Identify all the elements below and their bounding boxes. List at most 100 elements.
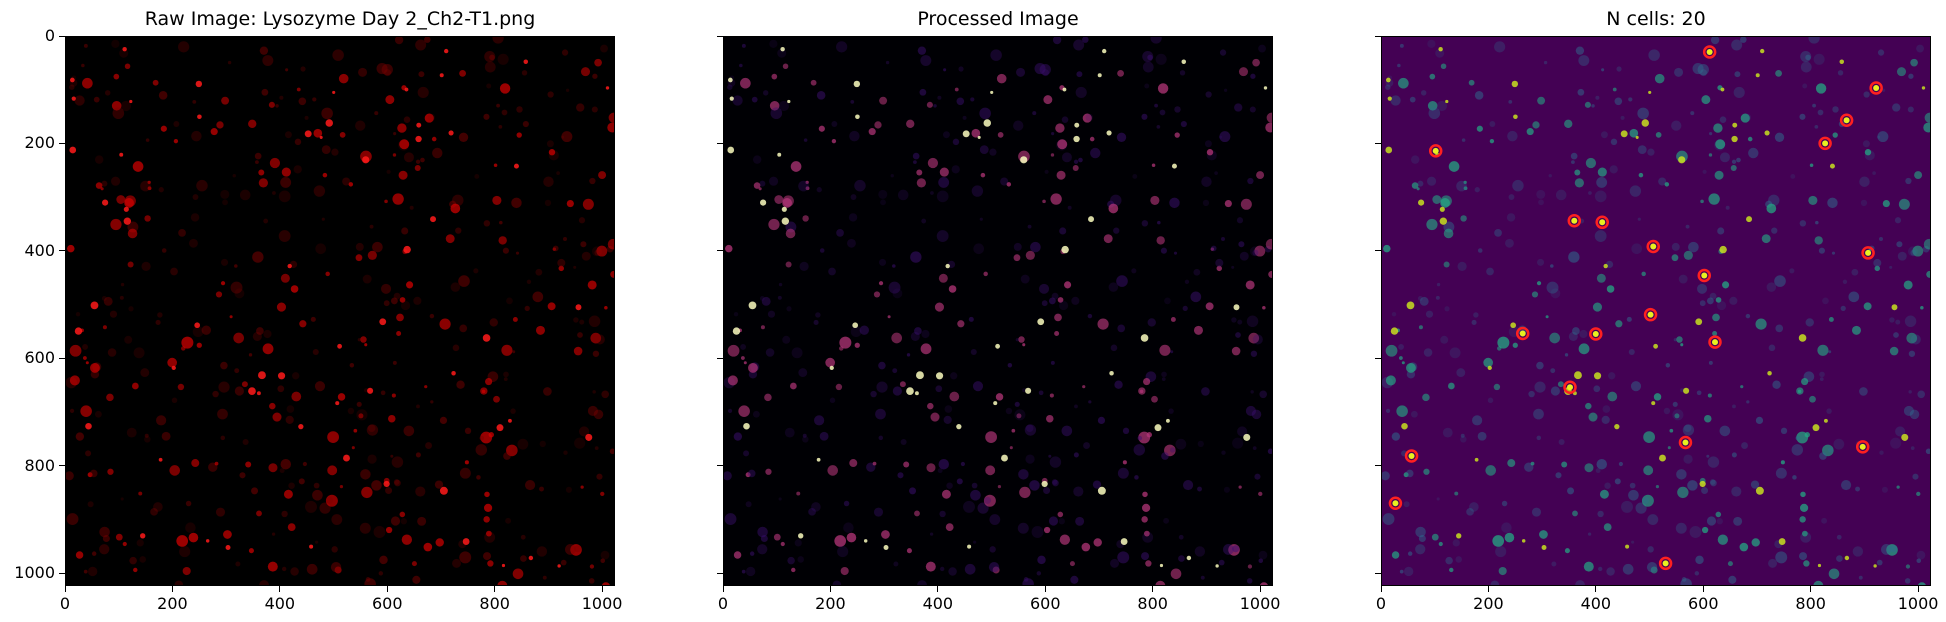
cell-blob: [558, 265, 564, 272]
cell-blob: [1812, 103, 1816, 108]
cell-blob: [239, 189, 251, 201]
cell-blob: [956, 478, 963, 485]
cell-blob: [1533, 408, 1544, 420]
cell-blob: [1174, 132, 1180, 138]
cell-blob: [1923, 238, 1930, 250]
cell-blob: [1239, 251, 1249, 261]
cell-blob: [492, 37, 504, 44]
cell-blob: [989, 148, 997, 156]
cell-blob: [1051, 292, 1059, 300]
cell-blob: [1155, 53, 1167, 65]
y-tick: [1375, 465, 1381, 467]
cell-blob: [1676, 469, 1687, 480]
cell-blob: [1579, 329, 1588, 339]
bright-cell: [403, 245, 411, 254]
cell-blob: [124, 195, 136, 207]
cell-blob: [69, 375, 80, 386]
cell-blob: [1906, 332, 1918, 344]
cell-blob: [1142, 61, 1154, 73]
cell-blob: [1801, 378, 1809, 386]
cell-blob: [189, 238, 198, 248]
x-tick-label: 800: [1137, 594, 1168, 613]
cell-blob: [218, 381, 230, 393]
cell-blob: [210, 128, 218, 136]
cell-blob: [524, 305, 530, 312]
cell-blob: [1061, 425, 1073, 437]
cell-blob: [1592, 302, 1603, 312]
cell-blob: [587, 405, 598, 417]
cell-blob: [977, 502, 989, 514]
cell-blob: [591, 106, 598, 113]
cell-blob: [1075, 516, 1085, 526]
cell-blob: [899, 381, 906, 388]
bright-cell: [448, 130, 454, 136]
bright-cell: [1025, 387, 1032, 394]
cell-blob: [485, 530, 492, 537]
cell-blob: [1505, 238, 1514, 248]
cell-blob: [798, 180, 809, 192]
detected-cell-marker: [1869, 81, 1883, 95]
detected-cell-marker: [1678, 435, 1693, 450]
cell-blob: [1848, 291, 1860, 303]
cell-blob: [1390, 95, 1401, 106]
cell-blob: [790, 382, 797, 390]
cell-blob: [573, 346, 583, 356]
cell-blob: [364, 343, 368, 347]
cell-blob: [85, 450, 92, 457]
cell-blob: [594, 334, 605, 345]
cell-blob: [592, 350, 600, 357]
cell-blob: [1234, 103, 1243, 112]
cell-blob: [1497, 336, 1510, 349]
cell-blob: [1618, 461, 1623, 467]
cell-blob: [752, 155, 762, 164]
cell-blob: [944, 405, 953, 413]
bright-cell: [916, 371, 924, 380]
cell-blob: [415, 159, 421, 164]
cell-blob: [1042, 199, 1046, 204]
cell-blob: [1719, 425, 1731, 437]
cell-blob: [1220, 236, 1225, 241]
cell-blob: [424, 37, 431, 43]
cell-blob: [497, 53, 509, 65]
cell-blob: [111, 101, 122, 111]
cell-blob: [761, 296, 771, 306]
cell-blob: [1802, 83, 1808, 89]
cell-blob: [1747, 136, 1753, 142]
cell-blob: [1877, 135, 1881, 139]
cell-blob: [1709, 292, 1717, 300]
cell-blob: [1814, 236, 1823, 245]
bright-cell: [158, 457, 163, 462]
cell-blob: [751, 96, 758, 103]
cell-blob: [1877, 49, 1885, 56]
bright-cell: [335, 401, 340, 406]
cell-blob: [1048, 516, 1059, 526]
cell-blob: [1828, 350, 1832, 354]
cell-blob: [1219, 49, 1227, 56]
cell-blob: [727, 408, 733, 414]
cell-blob: [411, 561, 417, 567]
cell-blob: [589, 564, 595, 569]
cell-blob: [1252, 58, 1260, 67]
cell-blob: [390, 454, 394, 458]
cell-blob: [791, 347, 803, 359]
bright-cell: [781, 217, 790, 225]
cell-blob: [170, 267, 178, 276]
cell-blob: [252, 331, 262, 341]
cell-blob: [1890, 545, 1898, 553]
cell-blob: [120, 282, 125, 287]
cell-blob: [1460, 436, 1467, 443]
bright-cell: [439, 486, 448, 495]
bright-cell: [1719, 245, 1727, 254]
cell-blob: [325, 271, 330, 277]
cell-blob: [290, 567, 299, 576]
cell-blob: [367, 454, 377, 464]
cell-blob: [431, 136, 437, 142]
cell-blob: [1801, 530, 1808, 537]
bright-cell: [337, 343, 342, 349]
cell-blob: [415, 39, 427, 51]
cell-blob: [1116, 132, 1127, 142]
cell-blob: [1621, 500, 1633, 513]
cell-blob: [1740, 37, 1747, 43]
cell-blob: [850, 99, 855, 104]
cell-blob: [1443, 228, 1454, 239]
